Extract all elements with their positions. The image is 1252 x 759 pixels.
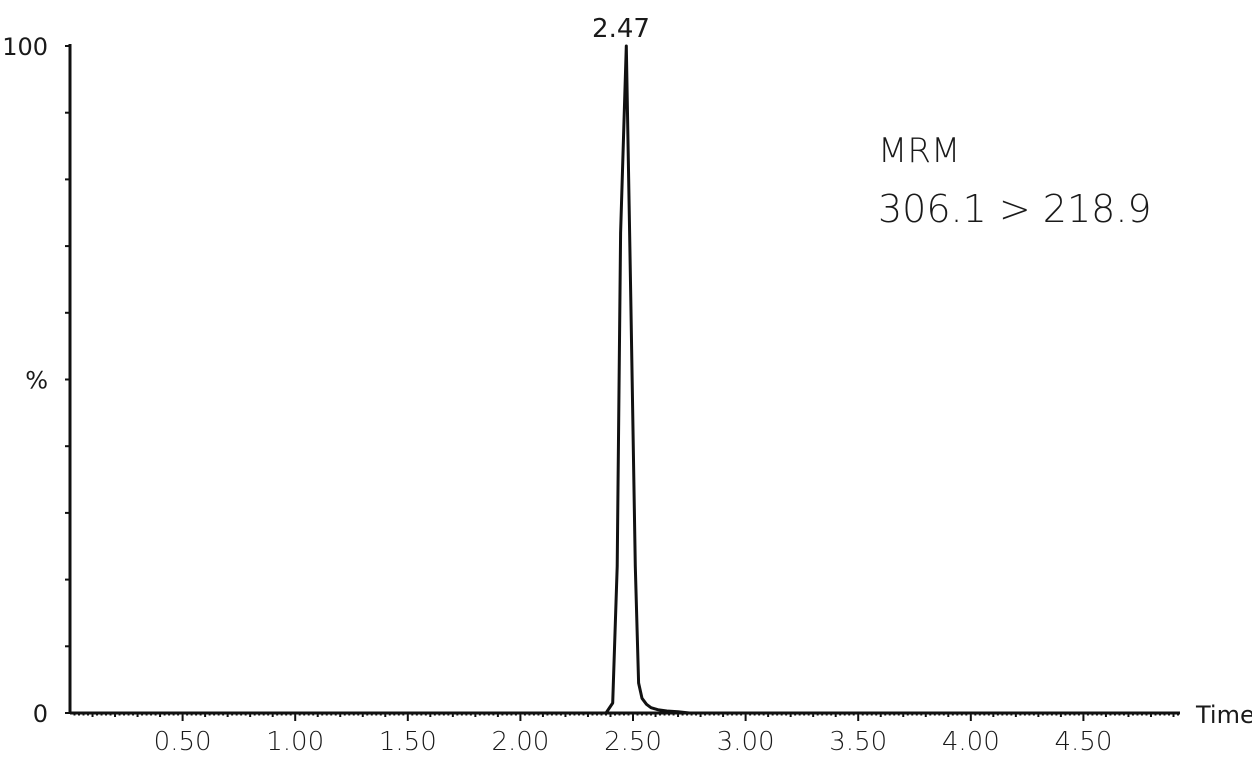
x-tick-label: 1.50 [379,727,437,757]
data-point [69,712,71,714]
data-point [650,706,652,709]
data-point [665,710,668,712]
minor-ticks [65,45,1179,717]
x-tick-label: 3.00 [717,727,775,757]
x-tick-label: 4.50 [1054,727,1112,757]
mrm-transition-label: 306.1 > 218.9 [878,187,1152,231]
data-point [637,682,640,684]
data-point [677,710,679,713]
data-point [619,231,622,234]
data-point [625,45,628,47]
y-tick-label: % [25,367,48,395]
x-tick-label: 2.00 [491,727,549,757]
data-point [641,697,643,700]
tick-labels: 0.50 1.00 1.50 2.00 2.50 3.00 3.50 4.00 4.50 0% 10… [2,33,1112,757]
x-tick-label: 2.50 [604,727,662,757]
data-point [688,712,691,714]
data-point [1177,712,1179,714]
data-point [605,712,607,714]
x-tick-label: 0.50 [154,727,212,757]
y-tick-label: 100 [2,33,48,61]
x-tick-label: 4.00 [942,727,1000,757]
x-axis-label: Time [1195,701,1252,729]
peak-retention-time-label: 2.47 [592,14,650,44]
data-point [645,703,648,706]
axes [68,44,1180,715]
data-point [634,565,637,568]
y-tick-label: 0 [33,700,48,728]
data-point [656,708,659,711]
data-point [616,565,619,568]
trace-group [69,44,1179,715]
chromatogram-trace [70,44,1178,715]
x-tick-label: 3.50 [829,727,887,757]
mrm-label: MRM [878,131,960,171]
data-point [629,298,632,301]
data-point [611,702,614,704]
x-tick-label: 1.00 [266,727,324,757]
